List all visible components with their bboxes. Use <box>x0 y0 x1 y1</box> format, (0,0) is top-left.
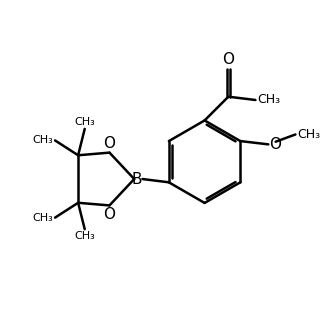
Text: O: O <box>222 52 234 67</box>
Text: CH₃: CH₃ <box>33 213 53 223</box>
Text: CH₃: CH₃ <box>74 231 95 241</box>
Text: B: B <box>131 172 142 186</box>
Text: O: O <box>269 137 281 152</box>
Text: O: O <box>104 207 116 222</box>
Text: O: O <box>104 136 116 151</box>
Text: CH₃: CH₃ <box>74 117 95 127</box>
Text: CH₃: CH₃ <box>257 93 280 107</box>
Text: CH₃: CH₃ <box>33 135 53 146</box>
Text: CH₃: CH₃ <box>297 128 320 141</box>
